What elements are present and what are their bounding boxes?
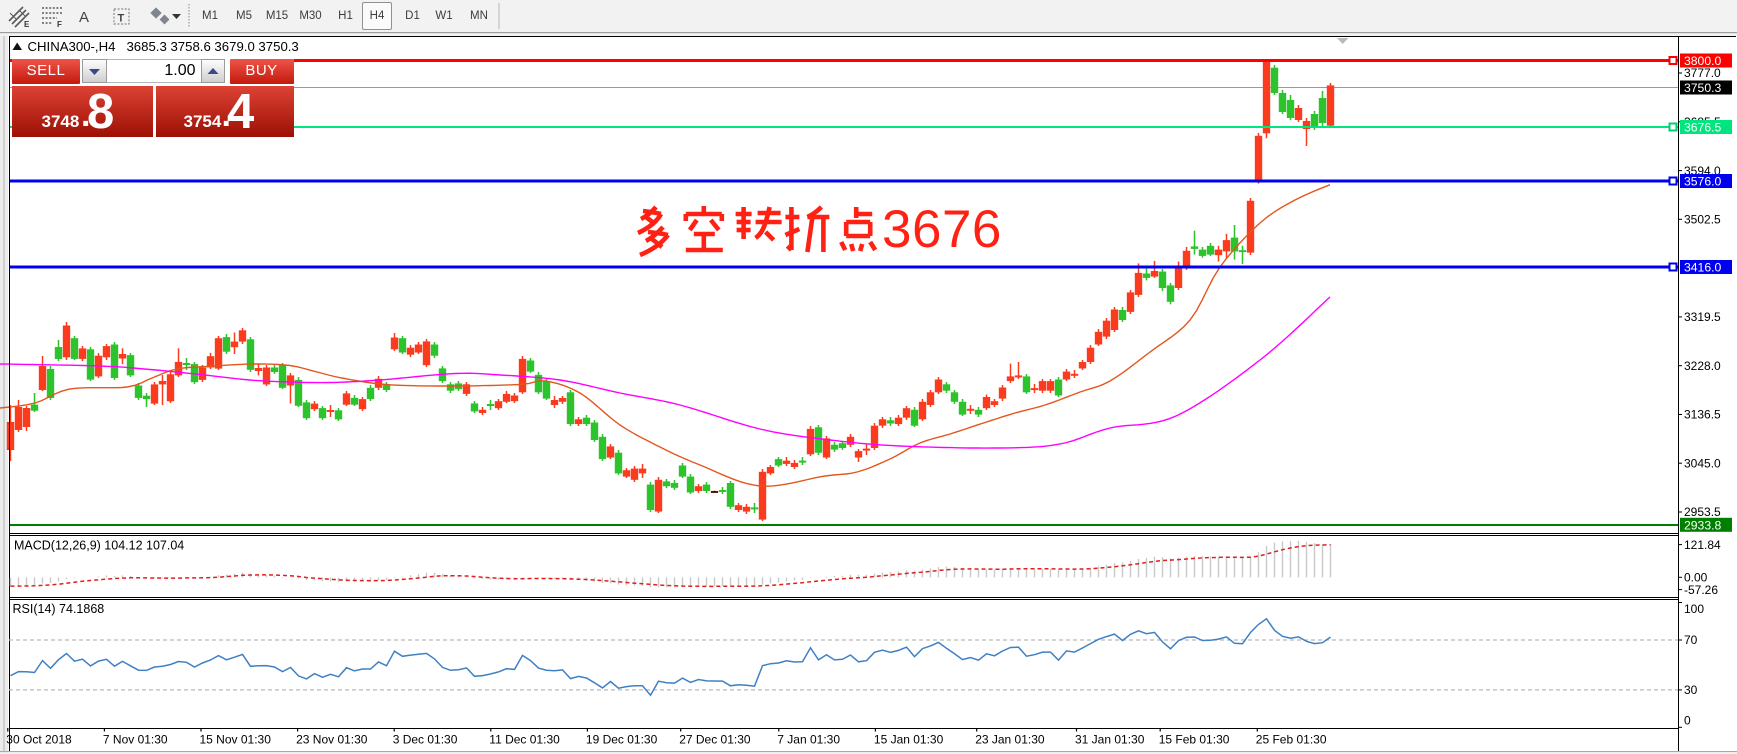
- svg-text:23 Jan 01:30: 23 Jan 01:30: [975, 733, 1045, 747]
- svg-text:15 Jan 01:30: 15 Jan 01:30: [874, 733, 944, 747]
- svg-text:30: 30: [1684, 683, 1698, 697]
- svg-text:3 Dec 01:30: 3 Dec 01:30: [393, 733, 458, 747]
- svg-text:11 Dec 01:30: 11 Dec 01:30: [489, 733, 560, 747]
- svg-text:121.84: 121.84: [1684, 538, 1721, 552]
- svg-text:MACD(12,26,9) 104.12 107.04: MACD(12,26,9) 104.12 107.04: [14, 539, 184, 553]
- svg-text:T: T: [118, 13, 125, 25]
- svg-text:70: 70: [1684, 633, 1698, 647]
- svg-text:E: E: [24, 20, 30, 29]
- svg-text:100: 100: [1684, 602, 1704, 616]
- svg-text:19 Dec 01:30: 19 Dec 01:30: [586, 733, 658, 747]
- svg-text:15 Feb 01:30: 15 Feb 01:30: [1159, 733, 1230, 747]
- svg-text:7 Jan 01:30: 7 Jan 01:30: [777, 733, 840, 747]
- svg-text:2953.5: 2953.5: [1684, 505, 1721, 519]
- svg-text:3576.0: 3576.0: [1684, 175, 1721, 189]
- svg-text:A: A: [79, 9, 89, 26]
- svg-text:3777.0: 3777.0: [1684, 66, 1721, 80]
- svg-text:3228.0: 3228.0: [1684, 359, 1721, 373]
- svg-text:30 Oct 2018: 30 Oct 2018: [6, 733, 72, 747]
- svg-text:2933.8: 2933.8: [1684, 518, 1721, 532]
- svg-text:3676.5: 3676.5: [1684, 121, 1721, 135]
- svg-text:F: F: [57, 20, 62, 29]
- svg-text:3800.0: 3800.0: [1684, 54, 1721, 68]
- svg-text:3502.5: 3502.5: [1684, 213, 1721, 227]
- svg-text:0: 0: [1684, 714, 1691, 728]
- svg-text:3045.0: 3045.0: [1684, 456, 1721, 470]
- svg-text:25 Feb 01:30: 25 Feb 01:30: [1256, 733, 1327, 747]
- svg-text:15 Nov 01:30: 15 Nov 01:30: [200, 733, 272, 747]
- svg-text:23 Nov 01:30: 23 Nov 01:30: [296, 733, 368, 747]
- svg-text:3416.0: 3416.0: [1684, 261, 1721, 275]
- svg-text:27 Dec 01:30: 27 Dec 01:30: [679, 733, 751, 747]
- svg-text:3676: 3676: [882, 200, 1002, 259]
- svg-text:3136.5: 3136.5: [1684, 408, 1721, 422]
- svg-text:3319.5: 3319.5: [1684, 310, 1721, 324]
- svg-text:RSI(14) 74.1868: RSI(14) 74.1868: [13, 602, 105, 616]
- svg-text:3750.3: 3750.3: [1684, 81, 1721, 95]
- svg-text:7 Nov 01:30: 7 Nov 01:30: [103, 733, 168, 747]
- svg-text:-57.26: -57.26: [1684, 583, 1718, 597]
- svg-text:CHINA300-,H4 3685.3 3758.6 3: CHINA300-,H4 3685.3 3758.6 3679.0 3750.3: [28, 39, 299, 54]
- svg-text:0.00: 0.00: [1684, 571, 1708, 585]
- svg-text:31 Jan 01:30: 31 Jan 01:30: [1075, 733, 1145, 747]
